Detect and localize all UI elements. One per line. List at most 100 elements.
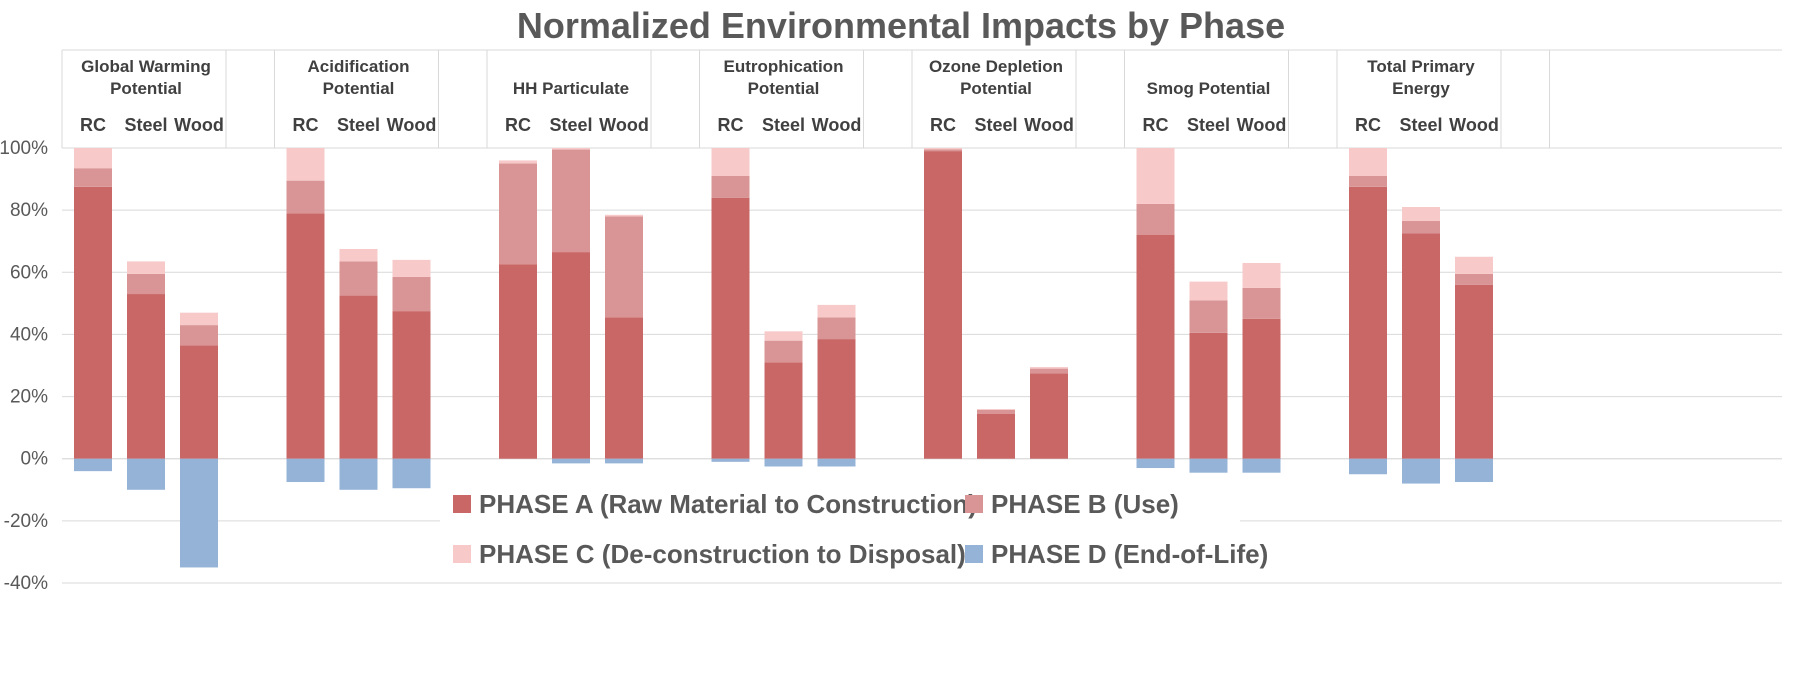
category-label: Steel	[1399, 115, 1442, 135]
bar-segment	[711, 197, 750, 459]
category-label: Wood	[812, 115, 862, 135]
bar-segment	[286, 213, 325, 459]
bar-segment	[1030, 368, 1068, 374]
group-label: Potential	[960, 79, 1032, 98]
legend-swatch	[965, 495, 983, 513]
bar-segment	[1136, 458, 1175, 469]
bar-segment	[127, 458, 165, 490]
bar-segment	[764, 331, 803, 341]
bar-segment	[924, 149, 962, 152]
bar-segment	[711, 175, 750, 198]
bar-segment	[764, 340, 803, 363]
bar-segment	[180, 325, 218, 346]
bar-segment	[392, 311, 431, 459]
bar-segment	[1189, 281, 1228, 301]
category-label: Wood	[174, 115, 224, 135]
category-label: Wood	[1024, 115, 1074, 135]
category-label: Wood	[599, 115, 649, 135]
bar-segment	[74, 186, 112, 459]
bar-segment	[1136, 148, 1175, 204]
legend-label: PHASE B (Use)	[991, 489, 1179, 519]
y-tick-label: 100%	[0, 138, 48, 159]
legend-label: PHASE C (De-construction to Disposal)	[479, 539, 966, 569]
bar-segment	[286, 458, 325, 483]
category-label: Steel	[762, 115, 805, 135]
category-label: RC	[505, 115, 531, 135]
y-tick-label: 20%	[10, 387, 48, 408]
bar-segment	[1189, 332, 1228, 459]
legend-label: PHASE A (Raw Material to Construction)	[479, 489, 977, 519]
bars	[74, 148, 1493, 568]
bar-segment	[605, 317, 643, 459]
category-label: Wood	[1449, 115, 1499, 135]
bar-segment	[74, 168, 112, 187]
bar-segment	[1349, 186, 1387, 459]
bar-segment	[1402, 207, 1440, 222]
legend-background	[440, 478, 1240, 573]
bar-segment	[180, 312, 218, 326]
bar-segment	[74, 458, 112, 472]
bar-segment	[1402, 221, 1440, 234]
legend-label: PHASE D (End-of-Life)	[991, 539, 1268, 569]
bar-segment	[339, 248, 378, 262]
bar-segment	[924, 148, 962, 150]
y-tick-label: 40%	[10, 324, 48, 345]
bar-segment	[711, 458, 750, 462]
category-label: Steel	[337, 115, 380, 135]
bar-segment	[977, 413, 1015, 459]
group-label: Smog Potential	[1147, 79, 1271, 98]
category-label: RC	[80, 115, 106, 135]
legend: PHASE A (Raw Material to Construction) PH…	[440, 478, 1268, 573]
bar-segment	[1030, 367, 1068, 369]
bar-segment	[977, 409, 1015, 414]
y-axis: -40% -20% 0% 20% 40% 60% 80% 100%	[0, 138, 48, 594]
bar-segment	[180, 345, 218, 459]
bar-segment	[180, 458, 218, 568]
bar-segment	[499, 163, 537, 265]
bar-segment	[286, 180, 325, 214]
bar-segment	[1349, 148, 1387, 176]
y-tick-label: 0%	[21, 449, 49, 470]
legend-swatch	[453, 545, 471, 563]
bar-segment	[1242, 287, 1281, 319]
bar-segment	[339, 261, 378, 296]
bar-segment	[552, 149, 590, 253]
category-label: RC	[718, 115, 744, 135]
bar-segment	[499, 264, 537, 459]
bar-segment	[1349, 458, 1387, 475]
group-label: Energy	[1392, 79, 1450, 98]
group-label: Eutrophication	[724, 57, 844, 76]
bar-segment	[1402, 458, 1440, 484]
category-label: Wood	[1237, 115, 1287, 135]
bar-segment	[1455, 273, 1493, 285]
group-label: Ozone Depletion	[929, 57, 1063, 76]
bar-segment	[817, 458, 856, 467]
bar-segment	[1455, 284, 1493, 459]
bar-segment	[1402, 233, 1440, 459]
bar-segment	[711, 148, 750, 176]
group-label: Acidification	[307, 57, 409, 76]
bar-segment	[392, 276, 431, 312]
group-label: Global Warming	[81, 57, 211, 76]
legend-swatch	[453, 495, 471, 513]
category-label: RC	[930, 115, 956, 135]
category-label: RC	[293, 115, 319, 135]
category-label: RC	[1355, 115, 1381, 135]
bar-segment	[764, 458, 803, 467]
group-label: Potential	[323, 79, 395, 98]
bar-segment	[499, 160, 537, 164]
bar-segment	[286, 148, 325, 181]
bar-segment	[817, 317, 856, 340]
bar-segment	[605, 214, 643, 217]
bar-segment	[605, 458, 643, 464]
bar-segment	[339, 458, 378, 490]
bar-segment	[764, 362, 803, 459]
bar-segment	[552, 148, 590, 150]
y-tick-label: 80%	[10, 200, 48, 221]
bar-segment	[1189, 458, 1228, 473]
category-label: RC	[1143, 115, 1169, 135]
bar-segment	[339, 295, 378, 459]
